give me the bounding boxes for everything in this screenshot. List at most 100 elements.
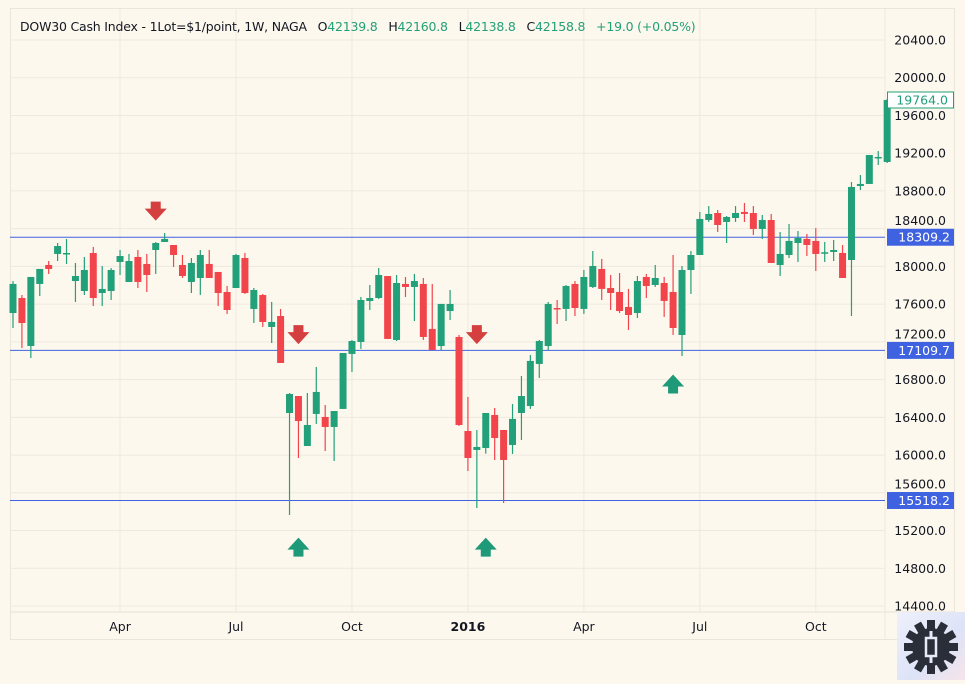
candle-body-down bbox=[134, 256, 142, 282]
price-tick-label: 17600.0 bbox=[894, 297, 946, 312]
candle-body-up bbox=[705, 213, 713, 220]
buy-arrow-icon bbox=[474, 537, 497, 557]
candle-body-up bbox=[107, 269, 115, 292]
candle-body-up bbox=[196, 254, 204, 279]
candle-body-up bbox=[330, 411, 338, 427]
candle-body-up bbox=[517, 396, 525, 413]
level-price-label: 17109.7 bbox=[898, 343, 950, 358]
candle-body-up bbox=[393, 283, 401, 340]
low-value: 42138.8 bbox=[465, 19, 516, 34]
candle-body-up bbox=[116, 256, 124, 262]
candle-body-down bbox=[419, 283, 427, 337]
candle-body-up bbox=[437, 303, 445, 347]
price-tick-label: 17200.0 bbox=[894, 326, 946, 341]
candle-body-down bbox=[277, 316, 285, 363]
sell-arrow-icon bbox=[144, 201, 167, 221]
candle-body-up bbox=[80, 269, 88, 292]
candle-body-down bbox=[170, 244, 178, 255]
candle-body-up bbox=[856, 183, 864, 187]
candle-body-down bbox=[803, 238, 811, 245]
current-price-label: 19764.0 bbox=[896, 92, 948, 107]
price-tick-label: 15200.0 bbox=[894, 523, 946, 538]
buy-arrow-icon bbox=[287, 537, 310, 557]
candle-body-up bbox=[482, 412, 490, 448]
price-tick-label: 16800.0 bbox=[894, 372, 946, 387]
candle-body-down bbox=[428, 328, 436, 350]
candle-body-up bbox=[732, 213, 740, 219]
candle-body-up bbox=[375, 274, 383, 299]
candle-body-down bbox=[740, 211, 748, 214]
time-tick-label: Oct bbox=[341, 619, 363, 634]
time-tick-label: Apr bbox=[573, 619, 595, 634]
candle-body-down bbox=[642, 276, 650, 287]
level-price-badge bbox=[887, 341, 954, 359]
candle-body-up bbox=[303, 424, 311, 447]
sell-arrow-icon bbox=[465, 325, 488, 345]
candle-body-up bbox=[589, 266, 597, 287]
candle-body-down bbox=[491, 414, 499, 438]
price-tick-label: 16400.0 bbox=[894, 410, 946, 425]
candle-body-up bbox=[776, 253, 784, 265]
price-tick-label: 14800.0 bbox=[894, 561, 946, 576]
candle-body-up bbox=[232, 254, 240, 289]
candle-body-up bbox=[54, 246, 62, 254]
candle-body-up bbox=[366, 298, 374, 302]
current-price-badge bbox=[887, 91, 954, 109]
candle-body-up bbox=[71, 276, 79, 282]
price-tick-label: 14400.0 bbox=[894, 599, 946, 614]
candle-body-down bbox=[669, 291, 677, 328]
chart-panel bbox=[10, 8, 955, 640]
candle-body-down bbox=[143, 263, 151, 275]
candle-body-down bbox=[464, 431, 472, 458]
candle-body-down bbox=[294, 396, 302, 422]
candle-body-down bbox=[18, 298, 26, 323]
candle-body-up bbox=[410, 281, 418, 287]
candle-body-up bbox=[633, 281, 641, 314]
candle-body-down bbox=[259, 294, 267, 322]
low-label: L bbox=[458, 19, 466, 34]
candle-body-down bbox=[384, 276, 392, 339]
candle-body-up bbox=[357, 299, 365, 342]
price-tick-label: 19600.0 bbox=[894, 108, 946, 123]
gear-dollar-icon bbox=[904, 620, 958, 674]
symbol-title[interactable]: DOW30 Cash Index - 1Lot=$1/point, 1W, NA… bbox=[20, 19, 307, 34]
candle-body-up bbox=[27, 276, 35, 347]
candle-body-down bbox=[812, 240, 820, 254]
candle-body-down bbox=[767, 219, 775, 264]
candle-body-down bbox=[455, 336, 463, 425]
logo-button[interactable] bbox=[897, 612, 965, 680]
candle-body-up bbox=[562, 286, 570, 309]
candle-body-up bbox=[339, 352, 347, 409]
price-tick-label: 18000.0 bbox=[894, 259, 946, 274]
candle-body-down bbox=[624, 306, 632, 315]
candle-body-up bbox=[526, 360, 534, 407]
high-value: 42160.8 bbox=[397, 19, 448, 34]
candle-body-down bbox=[89, 253, 97, 299]
candle-body-up bbox=[348, 341, 356, 354]
candle-body-up bbox=[312, 391, 320, 414]
candle-body-up bbox=[473, 446, 481, 450]
candle-body-down bbox=[616, 291, 624, 312]
candle-body-up bbox=[152, 243, 160, 250]
time-tick-label: 2016 bbox=[451, 619, 486, 634]
candle-body-up bbox=[865, 154, 873, 184]
candle-body-up bbox=[830, 249, 838, 252]
close-value: 42158.8 bbox=[534, 19, 586, 34]
candle-body-down bbox=[500, 429, 508, 460]
candle-body-up bbox=[36, 268, 44, 284]
candle-body-up bbox=[794, 238, 802, 244]
candle-body-up bbox=[535, 341, 543, 364]
candle-body-up bbox=[250, 289, 258, 309]
level-price-label: 18309.2 bbox=[898, 230, 950, 245]
candle-body-down bbox=[607, 288, 615, 294]
open-value: 42139.8 bbox=[327, 19, 378, 34]
change-value: +19.0 (+0.05%) bbox=[596, 19, 696, 34]
close-label: C bbox=[526, 19, 535, 34]
candle-body-up bbox=[98, 288, 106, 294]
candle-body-down bbox=[553, 308, 561, 310]
price-tick-label: 19200.0 bbox=[894, 146, 946, 161]
candle-body-up bbox=[509, 418, 517, 445]
candle-body-up bbox=[268, 321, 276, 327]
candle-body-up bbox=[63, 253, 71, 255]
